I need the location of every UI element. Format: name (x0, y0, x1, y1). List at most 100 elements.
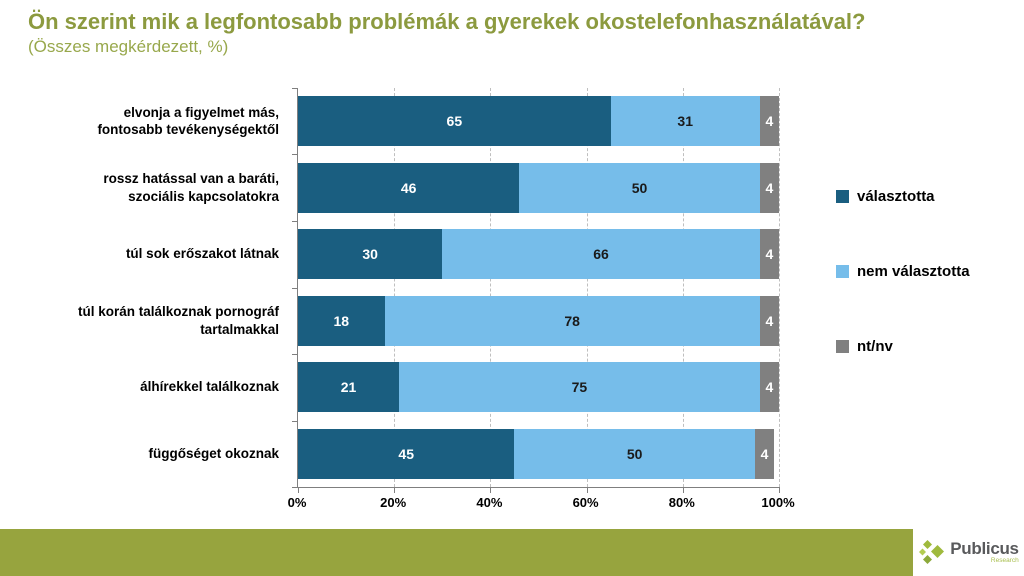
bar-segment-választotta: 45 (298, 428, 515, 479)
category-axis-labels: elvonja a figyelmet más, fontosabb tevék… (0, 88, 288, 487)
x-axis-tick-label: 80% (668, 495, 695, 510)
bar-segment-választotta: 30 (298, 229, 443, 280)
bar-value-label: 18 (333, 312, 350, 329)
bar-segment-nt/nv: 4 (759, 96, 779, 147)
bar-segment-nt/nv: 4 (759, 295, 779, 346)
y-axis-tick (292, 420, 298, 422)
logo-text-block: Publicus Research (950, 539, 1019, 565)
bar-track: 45 50 4 (298, 428, 779, 479)
gridline (779, 88, 780, 487)
bar-value-label: 45 (398, 445, 414, 462)
publicus-diamonds-icon (919, 540, 945, 564)
x-axis-tick-label: 60% (572, 495, 599, 510)
bar-segment-nem-választotta: 66 (442, 229, 760, 280)
x-axis-tick (394, 487, 396, 493)
chart-subtitle: (Összes megkérdezett, %) (28, 36, 229, 56)
bar-row: 46 50 4 (298, 155, 779, 222)
bar-value-label: 4 (765, 246, 774, 263)
bar-track: 18 78 4 (298, 295, 779, 346)
bar-row: 21 75 4 (298, 354, 779, 421)
bar-segment-nem-választotta: 78 (384, 295, 760, 346)
publicus-logo: Publicus Research (913, 529, 1024, 576)
bar-rows: 65 31 4 46 50 4 30 66 4 18 78 4 21 75 4 45 50 4 (298, 88, 779, 487)
bar-segment-nt/nv: 4 (754, 428, 775, 479)
bar-segment-nt/nv: 4 (759, 162, 779, 213)
bar-segment-nem-választotta: 50 (514, 428, 755, 479)
bar-segment-nt/nv: 4 (759, 229, 779, 280)
bar-value-label: 75 (571, 379, 588, 396)
chart-title: Ön szerint mik a legfontosabb problémák … (28, 9, 866, 34)
bar-value-label: 50 (626, 445, 643, 462)
bar-row: 45 50 4 (298, 421, 779, 488)
footer-accent-strip (0, 529, 913, 576)
bar-row: 30 66 4 (298, 221, 779, 288)
bar-track: 21 75 4 (298, 362, 779, 413)
x-axis-tick-label: 100% (761, 495, 795, 510)
bar-row: 65 31 4 (298, 88, 779, 155)
bar-value-label: 4 (765, 312, 774, 329)
bar-value-label: 78 (564, 312, 580, 329)
slide-header: Ön szerint mik a legfontosabb problémák … (28, 8, 1008, 57)
logo-sub-wordmark: Research (990, 557, 1019, 565)
category-label: rossz hatással van a baráti, szociális k… (103, 171, 279, 204)
bar-segment-választotta: 46 (298, 162, 520, 213)
bar-value-label: 31 (677, 113, 693, 130)
bar-segment-nem-választotta: 75 (399, 362, 760, 413)
x-axis-tick (298, 487, 299, 493)
gridline (586, 88, 588, 487)
legend-item: nt/nv (836, 337, 970, 355)
bar-value-label: 66 (593, 246, 609, 263)
legend-swatch (836, 189, 849, 203)
bar-track: 30 66 4 (298, 229, 779, 280)
x-axis-tick-label: 0% (287, 495, 307, 510)
category-label: túl korán találkoznak pornográf tartalma… (77, 304, 279, 337)
legend-swatch (836, 339, 849, 353)
bar-segment-választotta: 65 (298, 96, 611, 147)
legend-label: nt/nv (857, 337, 893, 355)
bar-track: 46 50 4 (298, 162, 779, 213)
category-label: túl sok erőszakot látnak (125, 246, 279, 262)
logo-wordmark: Publicus (950, 539, 1019, 559)
bar-value-label: 30 (362, 246, 378, 263)
x-axis-labels: 0% 20% 40% 60% 80% 100% (288, 495, 795, 513)
y-axis-tick (292, 487, 298, 488)
y-axis-tick (292, 287, 298, 289)
y-axis-tick (292, 220, 298, 222)
legend-swatch (836, 264, 849, 278)
plot-area: 65 31 4 46 50 4 30 66 4 18 78 4 21 75 4 45 50 4 (292, 88, 780, 493)
category-label: álhírekkel találkoznak (140, 379, 279, 395)
bar-segment-nt/nv: 4 (759, 362, 779, 413)
legend-item: választotta (836, 187, 970, 205)
x-axis-tick (682, 487, 684, 493)
y-axis-tick (292, 154, 298, 156)
legend: választotta nem választotta nt/nv (836, 188, 970, 413)
gridline (682, 88, 684, 487)
bar-track: 65 31 4 (298, 96, 779, 147)
y-axis-tick (292, 88, 298, 89)
gridline (394, 88, 396, 487)
bar-segment-választotta: 18 (298, 295, 385, 346)
bar-value-label: 65 (446, 113, 463, 130)
x-axis-tick (586, 487, 588, 493)
bar-segment-választotta: 21 (298, 362, 399, 413)
bar-value-label: 4 (765, 379, 774, 396)
bar-segment-nem-választotta: 31 (610, 96, 760, 147)
bar-value-label: 46 (400, 179, 417, 196)
bar-value-label: 21 (340, 379, 357, 396)
category-label: elvonja a figyelmet más, fontosabb tevék… (97, 104, 279, 138)
gridline (490, 88, 492, 487)
x-axis-tick-label: 20% (380, 495, 407, 510)
bar-value-label: 4 (765, 179, 774, 196)
legend-item: nem választotta (836, 262, 970, 280)
x-axis-tick (779, 487, 780, 493)
x-axis-tick-label: 40% (476, 495, 503, 510)
y-axis-tick (292, 353, 298, 355)
legend-label: nem választotta (857, 262, 970, 280)
category-label: függőséget okoznak (148, 445, 279, 461)
legend-label: választotta (857, 187, 935, 205)
bar-value-label: 4 (760, 445, 769, 462)
bar-segment-nem-választotta: 50 (519, 162, 760, 213)
x-axis-tick (490, 487, 492, 493)
bar-value-label: 4 (765, 113, 774, 130)
bar-row: 18 78 4 (298, 288, 779, 355)
